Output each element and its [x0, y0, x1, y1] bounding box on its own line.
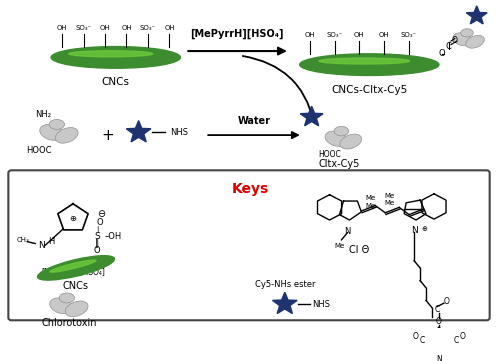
- Text: O: O: [97, 218, 103, 227]
- Text: Me: Me: [334, 244, 344, 249]
- Text: N: N: [38, 241, 44, 250]
- Ellipse shape: [59, 293, 74, 303]
- Ellipse shape: [300, 54, 439, 75]
- Ellipse shape: [56, 127, 78, 143]
- Ellipse shape: [50, 260, 96, 272]
- Text: Cltx-Cy5: Cltx-Cy5: [319, 160, 360, 169]
- FancyBboxPatch shape: [8, 170, 490, 320]
- Text: |: |: [96, 226, 98, 234]
- Text: OH: OH: [378, 32, 390, 38]
- Text: OH: OH: [164, 25, 175, 31]
- Text: OH: OH: [121, 25, 132, 31]
- Text: Cy5-NHs ester: Cy5-NHs ester: [254, 280, 315, 289]
- Text: NH₂: NH₂: [35, 110, 51, 119]
- Text: N: N: [410, 226, 418, 235]
- Text: SO₃⁻: SO₃⁻: [326, 32, 343, 38]
- Ellipse shape: [49, 119, 64, 129]
- Ellipse shape: [38, 256, 115, 280]
- Text: O: O: [460, 332, 466, 341]
- Text: N: N: [344, 227, 350, 236]
- Ellipse shape: [460, 29, 473, 37]
- Text: Cl Θ: Cl Θ: [350, 245, 370, 255]
- Text: Chlorotoxin: Chlorotoxin: [42, 318, 97, 327]
- Text: OH: OH: [354, 32, 364, 38]
- Ellipse shape: [66, 301, 88, 317]
- Text: O: O: [444, 297, 450, 306]
- Text: SO₃⁻: SO₃⁻: [400, 32, 416, 38]
- Polygon shape: [300, 106, 323, 126]
- Text: Me: Me: [384, 200, 394, 206]
- Text: NHS: NHS: [312, 300, 330, 309]
- Text: OH: OH: [305, 32, 316, 38]
- Text: CNCs: CNCs: [63, 282, 89, 291]
- Text: OH: OH: [56, 25, 68, 31]
- Ellipse shape: [50, 298, 73, 314]
- Text: NHS: NHS: [170, 128, 188, 137]
- Ellipse shape: [340, 134, 361, 149]
- Text: SO₃⁻: SO₃⁻: [140, 25, 156, 31]
- Ellipse shape: [51, 47, 180, 68]
- Text: O: O: [412, 332, 418, 341]
- Text: O: O: [94, 246, 100, 255]
- Text: C: C: [446, 42, 452, 51]
- Text: CNCs-Cltx-Cy5: CNCs-Cltx-Cy5: [331, 84, 407, 95]
- Text: O: O: [438, 49, 445, 58]
- Ellipse shape: [325, 131, 347, 146]
- Ellipse shape: [453, 33, 472, 46]
- Text: OH: OH: [100, 25, 110, 31]
- Text: Keys: Keys: [232, 182, 268, 196]
- Text: O: O: [452, 36, 458, 45]
- Text: HOOC: HOOC: [318, 151, 341, 160]
- Ellipse shape: [40, 125, 63, 140]
- Ellipse shape: [334, 126, 348, 136]
- Text: H: H: [48, 237, 54, 246]
- Text: ⊕: ⊕: [70, 214, 76, 223]
- Text: O: O: [436, 317, 442, 326]
- Polygon shape: [126, 121, 151, 142]
- Text: N: N: [436, 355, 442, 361]
- Ellipse shape: [69, 51, 153, 57]
- Text: C: C: [434, 305, 440, 314]
- Text: Me: Me: [366, 195, 376, 201]
- Text: Me: Me: [384, 193, 394, 199]
- Text: C: C: [453, 336, 458, 345]
- Text: [MePyrrH][HSO₄]: [MePyrrH][HSO₄]: [41, 268, 105, 277]
- Polygon shape: [466, 6, 487, 24]
- Text: S: S: [94, 232, 100, 241]
- Polygon shape: [272, 292, 297, 313]
- Text: HOOC: HOOC: [26, 146, 52, 155]
- Text: –OH: –OH: [105, 232, 122, 241]
- Ellipse shape: [319, 58, 410, 64]
- Text: Water: Water: [238, 116, 270, 126]
- Text: CNCs: CNCs: [102, 77, 130, 87]
- Text: ⊕: ⊕: [421, 226, 427, 232]
- Text: +: +: [102, 127, 114, 143]
- Text: ‖: ‖: [94, 239, 99, 248]
- Text: [MePyrrH][HSO₄]: [MePyrrH][HSO₄]: [190, 29, 284, 39]
- Text: SO₃⁻: SO₃⁻: [76, 25, 92, 31]
- Text: CH₃: CH₃: [17, 237, 29, 243]
- Text: C: C: [420, 336, 424, 345]
- Text: Me: Me: [366, 203, 376, 209]
- Text: ⊖: ⊖: [97, 209, 105, 219]
- Ellipse shape: [466, 35, 484, 48]
